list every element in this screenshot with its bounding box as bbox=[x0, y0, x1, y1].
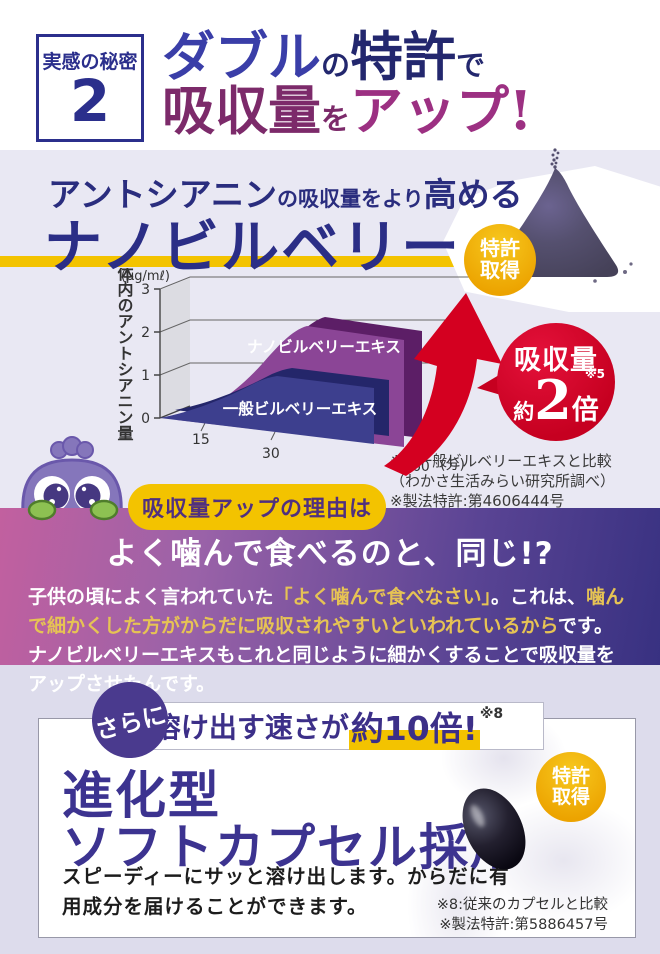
yellow-underline-bar bbox=[0, 256, 470, 267]
chart-unit-label: (μg/mℓ) bbox=[121, 269, 170, 284]
svg-text:30: 30 bbox=[262, 446, 280, 462]
chew-heading: よく噛んで食べるのと、同じ!? bbox=[106, 536, 554, 572]
footnote: ※製法特許:第5886457号 bbox=[439, 916, 608, 933]
capsule-description: スピーディーにサッと溶け出します。からだに有用成分を届けることができます。 bbox=[62, 865, 510, 919]
series-nano-label: ナノビルベリーエキス bbox=[247, 338, 401, 356]
secret-number-badge: 実感の秘密 2 bbox=[36, 34, 144, 142]
footnote: ※製法特許:第4606444号 bbox=[390, 491, 565, 510]
page-title-line1: ダブルの特許で bbox=[162, 26, 486, 88]
series-regular-label: 一般ビルベリーエキス bbox=[223, 399, 378, 418]
section-chew-explanation: よく噛んで食べるのと、同じ!? 子供の頃によく言われていた「よく噛んで食べなさい… bbox=[0, 508, 660, 695]
patent-badge-icon: 特許 取得 bbox=[464, 224, 536, 296]
footnote: ※8:従来のカプセルと比較 bbox=[436, 897, 608, 913]
nano-footnotes: ※5:一般ビルベリーエキスと比較 （わかさ生活みらい研究所調べ） ※製法特許:第… bbox=[390, 452, 615, 511]
svg-text:3: 3 bbox=[141, 282, 150, 298]
patent-badge-icon: 特許 取得 bbox=[536, 752, 606, 822]
chart-y-axis-label: 体内のアントシアニン量 bbox=[115, 268, 134, 441]
capsule-title-line1: 進化型 bbox=[62, 767, 222, 826]
page-title: ダブルの特許で 吸収量をアップ! bbox=[162, 30, 532, 138]
up-arrow-icon bbox=[384, 293, 502, 476]
absorption-result-bubble: 吸収量 約 2 倍 ※5 bbox=[497, 323, 615, 441]
secret-badge-label: 実感の秘密 bbox=[42, 50, 138, 73]
svg-text:15: 15 bbox=[192, 432, 210, 448]
bubble-value-row: 約 2 倍 bbox=[513, 367, 599, 432]
secret-badge-number: 2 bbox=[69, 66, 111, 135]
nano-bilberry-title: ナノビルベリー bbox=[44, 213, 462, 281]
svg-text:0: 0 bbox=[141, 411, 150, 427]
chart-y-ticks bbox=[154, 288, 160, 419]
footnote: （わかさ生活みらい研究所調べ） bbox=[390, 471, 616, 490]
chew-paragraph: 子供の頃によく言われていた「よく噛んで食べなさい」。これは、噛んで細かくした方が… bbox=[28, 586, 625, 695]
absorption-chart: (μg/mℓ) 3 2 1 0 体内のアントシアニン量 ナノビルベリーエキス 一… bbox=[115, 268, 472, 475]
bubble-footnote-ref: ※5 bbox=[584, 367, 605, 381]
nano-section-heading: アントシアニンの吸収量をより高める bbox=[48, 175, 523, 214]
series-regular bbox=[160, 376, 374, 444]
mascot-hands bbox=[27, 499, 119, 521]
highlighted-value: 約10倍! bbox=[348, 702, 480, 750]
bubble-label: 吸収量 bbox=[514, 344, 598, 376]
dissolve-speed-banner: 溶け出す速さが 約10倍! ※8 bbox=[112, 702, 544, 750]
reason-pill: 吸収量アップの理由は bbox=[128, 484, 386, 530]
capsule-highlight bbox=[467, 802, 488, 829]
capsule-footnotes: ※8:従来のカプセルと比較 ※製法特許:第5886457号 bbox=[330, 896, 608, 935]
capsule-title-line2: ソフトカプセル採用 bbox=[62, 819, 522, 876]
footnote: ※5:一般ビルベリーエキスと比較 bbox=[390, 452, 612, 470]
svg-text:2: 2 bbox=[141, 325, 150, 341]
banner-footnote-ref: ※8 bbox=[479, 706, 504, 722]
page-title-line2: 吸収量をアップ! bbox=[162, 80, 533, 143]
chart-x-axis-label: (分) bbox=[440, 457, 465, 473]
chart-wall bbox=[160, 278, 190, 418]
svg-text:1: 1 bbox=[141, 368, 150, 384]
